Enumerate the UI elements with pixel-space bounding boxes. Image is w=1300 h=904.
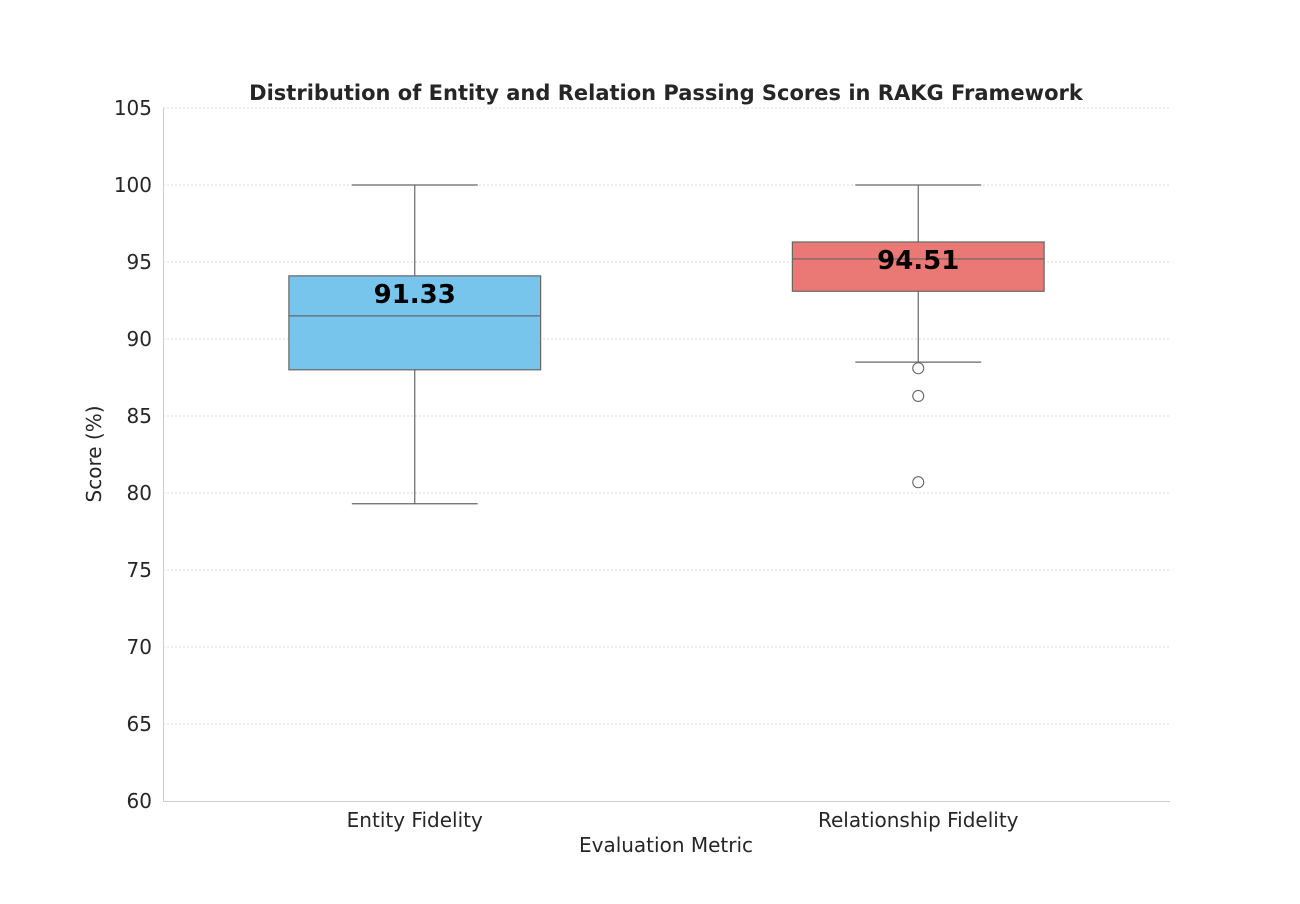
y-tick-label: 80 bbox=[127, 481, 152, 505]
box-group: 94.51 bbox=[791, 184, 1045, 489]
y-tick-label: 90 bbox=[127, 327, 152, 351]
outlier-point bbox=[912, 389, 925, 403]
y-tick-label: 75 bbox=[127, 558, 152, 582]
outlier-point bbox=[912, 362, 925, 375]
box-iqr bbox=[791, 241, 1045, 292]
boxes: 91.33 94.51 bbox=[288, 184, 1045, 505]
y-tick-label: 100 bbox=[114, 173, 152, 197]
y-tick-label: 65 bbox=[127, 712, 152, 736]
grid-lines bbox=[163, 107, 1170, 725]
y-tick-label: 60 bbox=[127, 789, 152, 813]
box-iqr bbox=[288, 275, 542, 371]
y-tick-label: 85 bbox=[127, 404, 152, 428]
x-tick-label: Entity Fidelity bbox=[347, 808, 483, 832]
mean-label: 91.33 bbox=[374, 280, 456, 310]
axes bbox=[163, 108, 1170, 802]
y-tick-label: 105 bbox=[114, 96, 152, 120]
box-group: 91.33 bbox=[288, 184, 542, 505]
outlier-point bbox=[912, 476, 925, 489]
x-axis-label: Evaluation Metric bbox=[579, 833, 753, 857]
x-tick-label: Relationship Fidelity bbox=[818, 808, 1019, 832]
mean-label: 94.51 bbox=[877, 246, 959, 276]
y-axis-label: Score (%) bbox=[82, 406, 106, 503]
x-tick-labels: Entity Fidelity Relationship Fidelity bbox=[347, 808, 1019, 832]
y-tick-label: 95 bbox=[127, 250, 152, 274]
y-tick-labels: 60 65 70 75 80 85 90 95 100 105 bbox=[114, 96, 152, 813]
y-tick-label: 70 bbox=[127, 635, 152, 659]
chart-title: Distribution of Entity and Relation Pass… bbox=[249, 81, 1084, 105]
